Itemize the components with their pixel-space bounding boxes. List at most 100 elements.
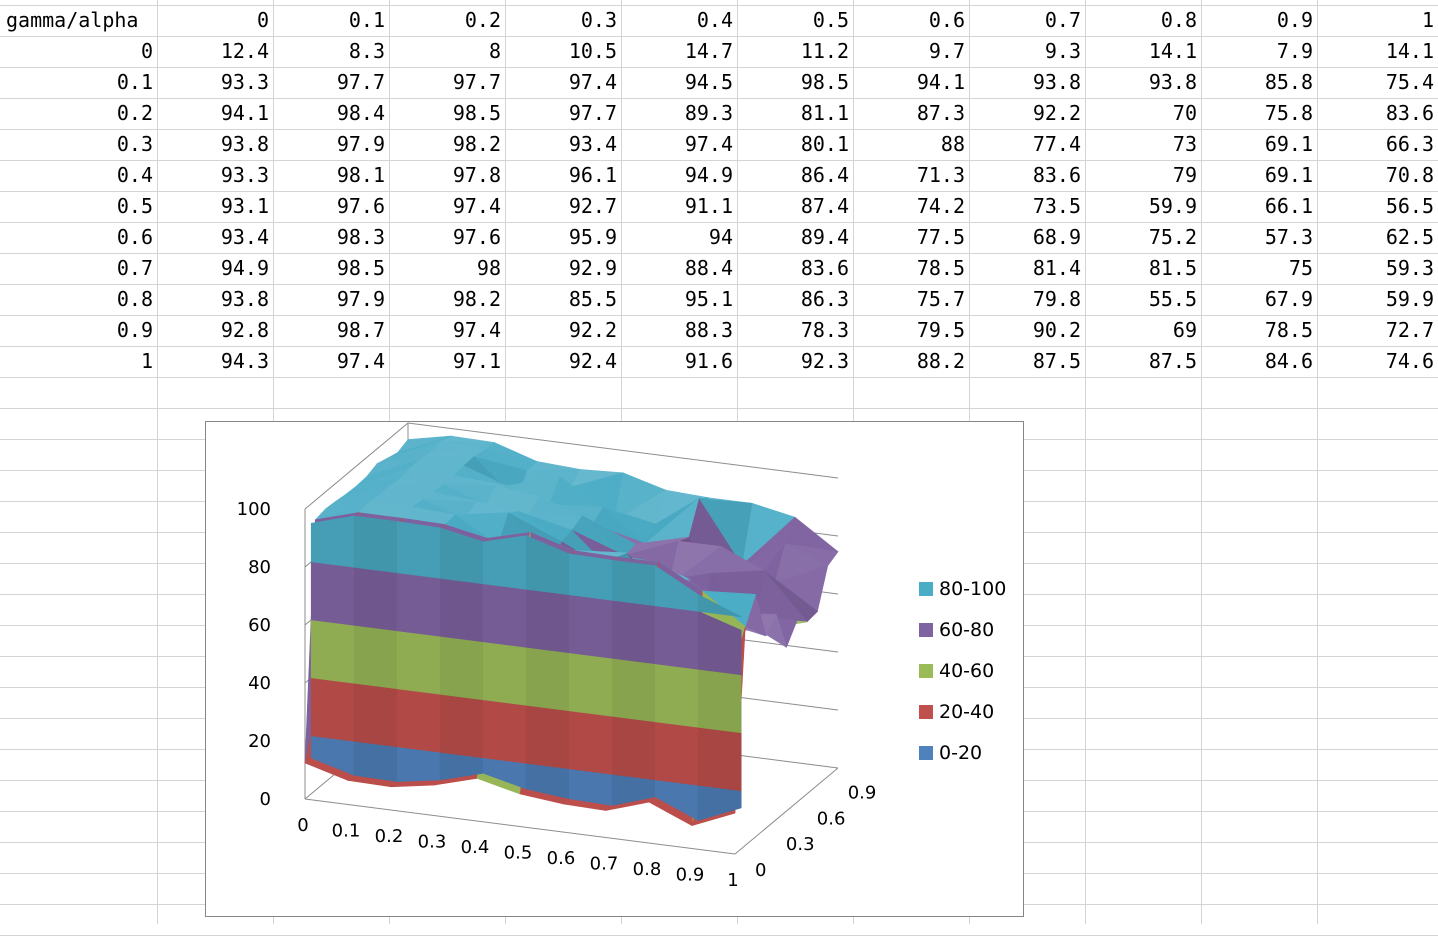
data-cell[interactable]: 93.8: [220, 132, 269, 156]
data-cell[interactable]: 59.9: [1385, 287, 1434, 311]
data-cell[interactable]: 79: [1172, 163, 1197, 187]
data-cell[interactable]: 89.4: [800, 225, 849, 249]
data-cell[interactable]: 98.2: [452, 287, 501, 311]
data-cell[interactable]: 97.4: [336, 349, 385, 373]
row-header-cell[interactable]: 0.5: [116, 194, 153, 218]
data-cell[interactable]: 11.2: [800, 39, 849, 63]
data-cell[interactable]: 8.3: [348, 39, 385, 63]
data-cell[interactable]: 92.4: [568, 349, 617, 373]
data-cell[interactable]: 93.3: [220, 163, 269, 187]
data-cell[interactable]: 92.2: [1032, 101, 1081, 125]
data-cell[interactable]: 81.1: [800, 101, 849, 125]
corner-header-cell[interactable]: gamma/alpha: [6, 8, 139, 32]
data-cell[interactable]: 93.8: [1032, 70, 1081, 94]
data-cell[interactable]: 98.1: [336, 163, 385, 187]
data-cell[interactable]: 97.7: [568, 101, 617, 125]
data-cell[interactable]: 83.6: [800, 256, 849, 280]
row-header-cell[interactable]: 0.1: [116, 70, 153, 94]
data-cell[interactable]: 95.9: [568, 225, 617, 249]
data-cell[interactable]: 89.3: [684, 101, 733, 125]
data-cell[interactable]: 98.3: [336, 225, 385, 249]
row-header-cell[interactable]: 0.6: [116, 225, 153, 249]
data-cell[interactable]: 75.7: [916, 287, 965, 311]
data-cell[interactable]: 93.8: [220, 287, 269, 311]
data-cell[interactable]: 69.1: [1264, 163, 1313, 187]
data-cell[interactable]: 74.6: [1385, 349, 1434, 373]
data-cell[interactable]: 88.4: [684, 256, 733, 280]
column-header-cell[interactable]: 0.6: [928, 8, 965, 32]
data-cell[interactable]: 9.3: [1044, 39, 1081, 63]
data-cell[interactable]: 83.6: [1385, 101, 1434, 125]
row-header-cell[interactable]: 0.8: [116, 287, 153, 311]
data-cell[interactable]: 86.4: [800, 163, 849, 187]
row-header-cell[interactable]: 0.2: [116, 101, 153, 125]
data-cell[interactable]: 62.5: [1385, 225, 1434, 249]
data-cell[interactable]: 7.9: [1276, 39, 1313, 63]
data-cell[interactable]: 87.4: [800, 194, 849, 218]
data-cell[interactable]: 73.5: [1032, 194, 1081, 218]
surface-chart[interactable]: 0 20 40 60 80 100 0 0.1 0.2 0.3 0.4 0.5 0.6 0.7 0.8 0.9…: [205, 421, 1024, 917]
data-cell[interactable]: 91.6: [684, 349, 733, 373]
data-cell[interactable]: 97.6: [336, 194, 385, 218]
data-cell[interactable]: 87.5: [1148, 349, 1197, 373]
data-cell[interactable]: 71.3: [916, 163, 965, 187]
data-cell[interactable]: 75.4: [1385, 70, 1434, 94]
data-cell[interactable]: 91.1: [684, 194, 733, 218]
data-cell[interactable]: 97.4: [452, 318, 501, 342]
data-cell[interactable]: 67.9: [1264, 287, 1313, 311]
data-cell[interactable]: 97.7: [336, 70, 385, 94]
data-cell[interactable]: 93.4: [220, 225, 269, 249]
data-cell[interactable]: 72.7: [1385, 318, 1434, 342]
data-cell[interactable]: 97.1: [452, 349, 501, 373]
data-cell[interactable]: 94.9: [220, 256, 269, 280]
data-cell[interactable]: 90.2: [1032, 318, 1081, 342]
data-cell[interactable]: 81.4: [1032, 256, 1081, 280]
data-cell[interactable]: 92.9: [568, 256, 617, 280]
data-cell[interactable]: 94.3: [220, 349, 269, 373]
data-cell[interactable]: 78.5: [916, 256, 965, 280]
data-cell[interactable]: 66.1: [1264, 194, 1313, 218]
data-cell[interactable]: 87.3: [916, 101, 965, 125]
data-cell[interactable]: 79.8: [1032, 287, 1081, 311]
data-cell[interactable]: 59.9: [1148, 194, 1197, 218]
data-cell[interactable]: 14.1: [1385, 39, 1434, 63]
data-cell[interactable]: 79.5: [916, 318, 965, 342]
data-cell[interactable]: 56.5: [1385, 194, 1434, 218]
data-cell[interactable]: 59.3: [1385, 256, 1434, 280]
data-cell[interactable]: 98: [476, 256, 501, 280]
column-header-cell[interactable]: 0.1: [348, 8, 385, 32]
data-cell[interactable]: 70: [1172, 101, 1197, 125]
data-cell[interactable]: 98.7: [336, 318, 385, 342]
data-cell[interactable]: 97.7: [452, 70, 501, 94]
data-cell[interactable]: 12.4: [220, 39, 269, 63]
data-cell[interactable]: 96.1: [568, 163, 617, 187]
data-cell[interactable]: 98.4: [336, 101, 385, 125]
column-header-cell[interactable]: 0.7: [1044, 8, 1081, 32]
data-cell[interactable]: 14.1: [1148, 39, 1197, 63]
column-header-cell[interactable]: 1: [1421, 8, 1434, 32]
data-cell[interactable]: 77.5: [916, 225, 965, 249]
row-header-cell[interactable]: 0.3: [116, 132, 153, 156]
data-cell[interactable]: 88.3: [684, 318, 733, 342]
data-cell[interactable]: 97.9: [336, 287, 385, 311]
data-cell[interactable]: 97.4: [568, 70, 617, 94]
data-cell[interactable]: 73: [1172, 132, 1197, 156]
column-header-cell[interactable]: 0.4: [696, 8, 733, 32]
data-cell[interactable]: 93.8: [1148, 70, 1197, 94]
data-cell[interactable]: 97.4: [452, 194, 501, 218]
data-cell[interactable]: 92.8: [220, 318, 269, 342]
data-cell[interactable]: 14.7: [684, 39, 733, 63]
data-cell[interactable]: 98.5: [800, 70, 849, 94]
data-cell[interactable]: 98.2: [452, 132, 501, 156]
data-cell[interactable]: 98.5: [452, 101, 501, 125]
row-header-cell[interactable]: 0.4: [116, 163, 153, 187]
data-cell[interactable]: 85.5: [568, 287, 617, 311]
data-cell[interactable]: 94: [708, 225, 733, 249]
data-cell[interactable]: 10.5: [568, 39, 617, 63]
column-header-cell[interactable]: 0.2: [464, 8, 501, 32]
data-cell[interactable]: 80.1: [800, 132, 849, 156]
data-cell[interactable]: 88.2: [916, 349, 965, 373]
column-header-cell[interactable]: 0.9: [1276, 8, 1313, 32]
data-cell[interactable]: 97.6: [452, 225, 501, 249]
data-cell[interactable]: 97.9: [336, 132, 385, 156]
